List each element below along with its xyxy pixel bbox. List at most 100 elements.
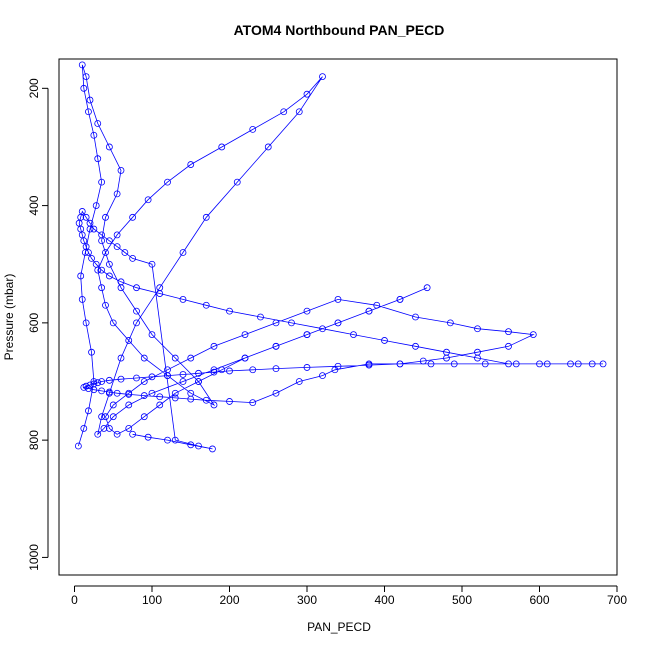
data-point — [133, 319, 140, 327]
x-tick-label: 600 — [529, 593, 549, 607]
data-point — [164, 178, 171, 186]
data-point — [94, 430, 102, 438]
data-point — [85, 385, 92, 392]
data-point — [249, 125, 257, 133]
x-tick-label: 500 — [452, 593, 472, 607]
data-point — [125, 390, 133, 398]
data-point — [164, 436, 171, 444]
data-point — [272, 365, 280, 373]
data-point — [446, 319, 454, 327]
data-point — [90, 378, 98, 385]
data-point — [80, 84, 88, 92]
data-point — [109, 401, 117, 409]
data-point — [102, 249, 109, 256]
data-point — [202, 301, 210, 309]
data-point — [80, 425, 88, 432]
data-point — [98, 413, 106, 421]
data-point — [140, 354, 148, 362]
data-point — [113, 430, 121, 438]
data-point — [113, 231, 121, 239]
data-point — [125, 337, 133, 344]
data-point — [144, 433, 152, 441]
x-tick-label: 400 — [374, 593, 394, 607]
data-point — [218, 143, 226, 151]
x-tick-label: 300 — [297, 593, 317, 607]
data-point — [148, 373, 156, 381]
plot-frame — [58, 58, 618, 576]
x-tick-label: 100 — [142, 593, 162, 607]
data-point — [512, 360, 520, 368]
data-point — [264, 143, 272, 151]
data-point — [133, 307, 140, 315]
data-point — [113, 243, 121, 251]
data-point — [303, 364, 311, 371]
data-point — [195, 369, 202, 377]
data-point — [249, 399, 257, 407]
data-point — [82, 213, 90, 221]
data-point — [536, 360, 543, 368]
data-point — [334, 296, 342, 303]
data-point — [113, 190, 121, 198]
y-tick-label: 800 — [27, 430, 41, 450]
data-point — [98, 178, 106, 186]
data-point — [105, 237, 113, 245]
data-point — [109, 319, 117, 327]
data-point — [74, 442, 82, 450]
data-point — [202, 213, 210, 221]
x-axis: 0 100 200 300 400 500 600 700 — [71, 585, 627, 607]
chart-title: ATOM4 Northbound PAN_PECD — [234, 22, 445, 38]
data-point — [78, 208, 86, 215]
data-point — [77, 272, 85, 280]
data-point — [233, 178, 241, 186]
data-point — [226, 307, 233, 315]
data-point — [257, 313, 264, 321]
data-point — [474, 325, 481, 333]
data-point — [599, 360, 607, 368]
series-line — [78, 64, 603, 450]
data-point — [102, 301, 109, 309]
data-point — [90, 131, 98, 139]
data-point — [125, 401, 133, 409]
data-point — [474, 354, 481, 362]
data-point — [109, 413, 117, 421]
data-point — [179, 249, 187, 256]
data-point — [140, 392, 148, 399]
data-point — [82, 319, 90, 327]
data-point — [210, 366, 218, 374]
y-axis-label: Pressure (mbar) — [2, 274, 16, 361]
data-point — [226, 367, 233, 375]
data-point — [148, 331, 156, 338]
data-point — [450, 360, 458, 368]
data-point — [121, 249, 129, 256]
data-point — [210, 342, 218, 350]
data-point — [419, 357, 427, 365]
data-point — [85, 108, 92, 116]
data-point — [85, 249, 92, 256]
data-point — [187, 441, 195, 449]
data-point — [529, 331, 537, 338]
data-point — [102, 413, 109, 421]
data-point — [105, 425, 113, 432]
data-point — [117, 354, 125, 362]
data-point — [427, 360, 435, 368]
data-point — [156, 401, 164, 409]
data-point — [85, 407, 92, 415]
data-point — [195, 378, 202, 385]
data-point — [88, 348, 95, 356]
data-point — [381, 337, 388, 344]
data-point — [78, 61, 86, 69]
data-point — [202, 396, 210, 404]
data-point — [295, 108, 303, 116]
data-point — [241, 331, 249, 338]
data-point — [288, 319, 295, 327]
y-axis: 200 400 600 800 1000 — [27, 78, 49, 571]
data-point — [350, 331, 357, 338]
data-point — [156, 290, 164, 297]
data-point — [209, 445, 216, 453]
data-point — [171, 394, 179, 402]
data-point — [140, 413, 148, 421]
data-point — [396, 296, 404, 303]
data-point — [272, 319, 280, 327]
data-point — [443, 348, 450, 356]
